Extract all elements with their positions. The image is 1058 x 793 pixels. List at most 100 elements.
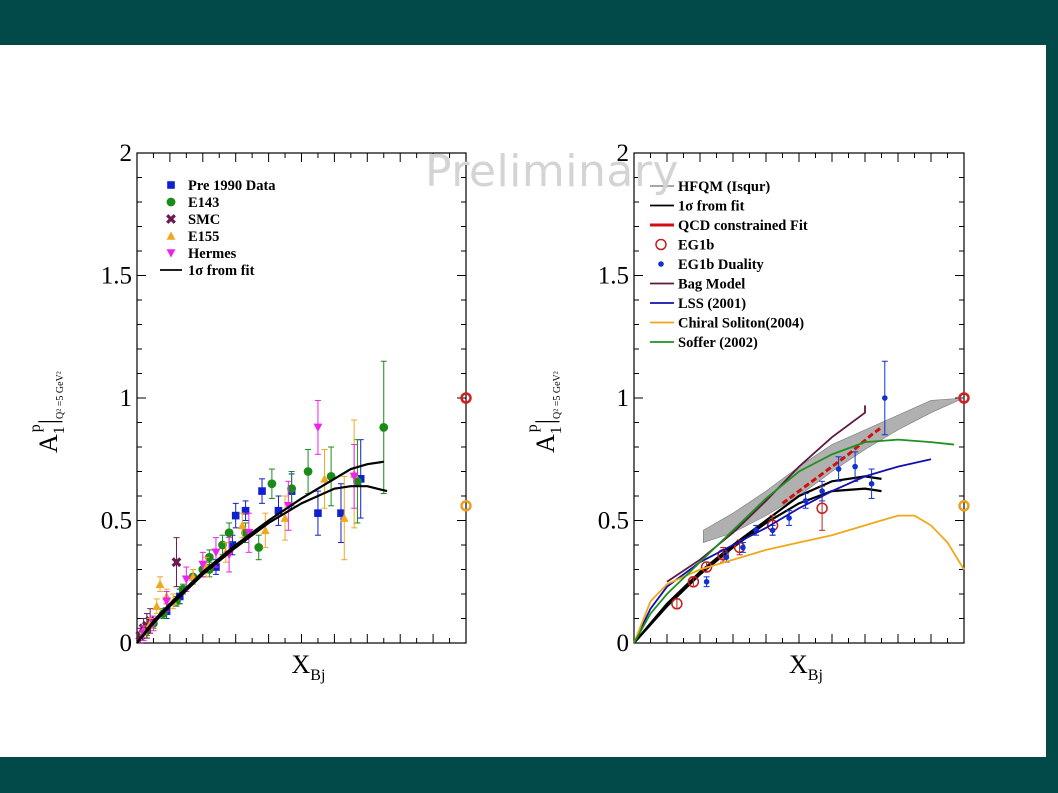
y-axis-label: A1p|Q² =5 GeV² <box>27 371 68 453</box>
data-point <box>687 576 700 588</box>
data-point <box>703 578 710 585</box>
legend-label: E155 <box>188 229 219 245</box>
legend-label: 1σ from fit <box>188 263 255 279</box>
hfqm-band <box>702 397 965 543</box>
legend-swatch <box>166 231 176 240</box>
series-soffer-2002- <box>633 438 955 644</box>
data-point <box>171 557 182 568</box>
legend-label: Chiral Soliton(2004) <box>678 316 804 332</box>
legend-label: 1σ from fit <box>678 199 745 215</box>
series-hfqm-isqur- <box>702 397 965 543</box>
series-eg1b-duality <box>703 360 888 588</box>
data-point <box>204 552 214 562</box>
svg-text:A1p|Q² =5 GeV²: A1p|Q² =5 GeV² <box>27 371 68 453</box>
slide-background <box>0 45 1046 757</box>
legend-label: E143 <box>188 195 219 211</box>
data-point <box>868 480 875 487</box>
curve-line <box>781 426 883 505</box>
legend-label: Soffer (2002) <box>678 335 758 351</box>
legend-label: Pre 1990 Data <box>188 178 276 194</box>
data-point <box>303 467 313 476</box>
data-point <box>274 506 283 515</box>
legend-swatch <box>167 181 175 189</box>
data-point <box>819 488 825 494</box>
fit-upper-line <box>633 475 882 644</box>
series-bag-model <box>666 405 866 583</box>
data-point <box>786 515 792 521</box>
series-lss-2001- <box>633 458 932 644</box>
data-point <box>339 513 349 522</box>
data-point <box>882 395 888 401</box>
data-point <box>835 466 842 472</box>
x-axis-label: XBj <box>789 650 823 684</box>
edge-marker <box>460 392 472 404</box>
data-point <box>320 474 329 483</box>
data-point <box>152 601 162 611</box>
y-tick-label: 0.5 <box>598 508 629 535</box>
fit-lower-line <box>136 485 388 644</box>
y-tick-label: 0 <box>617 630 630 657</box>
series-1-from-fit <box>633 475 882 644</box>
legend-swatch <box>166 249 176 258</box>
data-point <box>700 561 713 573</box>
legend-swatch <box>658 261 664 267</box>
legend-swatch <box>166 214 176 224</box>
data-point <box>313 423 323 432</box>
data-point <box>353 476 362 486</box>
legend-label: LSS (2001) <box>678 296 746 312</box>
x-axis-label: XBj <box>292 650 326 684</box>
edge-marker <box>460 500 472 512</box>
y-tick-label: 2 <box>120 140 133 167</box>
data-point <box>769 527 776 534</box>
data-point <box>231 511 240 520</box>
data-point <box>314 509 322 517</box>
edge-marker <box>958 500 970 512</box>
y-tick-label: 0.5 <box>101 508 132 535</box>
data-point <box>162 597 172 606</box>
legend-swatch <box>166 197 176 207</box>
legend-label: SMC <box>188 212 220 228</box>
fit-upper-line <box>136 460 384 644</box>
data-point <box>260 525 270 535</box>
data-point <box>816 502 828 514</box>
y-tick-label: 1 <box>617 385 630 412</box>
data-point <box>671 598 683 610</box>
watermark-preliminary: Preliminary <box>425 146 679 197</box>
data-point <box>258 487 266 495</box>
data-point <box>198 560 208 570</box>
legend-label: EG1b <box>678 238 714 254</box>
data-point <box>237 520 247 530</box>
data-point <box>802 498 809 504</box>
data-point <box>228 541 237 549</box>
curve-line <box>633 514 965 644</box>
legend-label: HFQM (Isqur) <box>678 179 770 195</box>
curve-line <box>633 438 955 644</box>
data-point <box>211 548 221 557</box>
series-qcd-constrained-fit <box>781 426 883 505</box>
y-tick-label: 0 <box>120 630 133 657</box>
data-point <box>852 463 858 470</box>
y-axis-label: A1p|Q² =5 GeV² <box>524 371 565 453</box>
legend-label: Bag Model <box>678 277 745 293</box>
legend-label: Hermes <box>188 246 237 262</box>
fit-lower-line <box>633 487 882 644</box>
data-point <box>254 543 264 552</box>
data-point <box>379 423 389 432</box>
chart-panel-2: 0 0.5 1 1.5 2 XBj A1p|Q² =5 GeV² HFQM (Isqur) 1σ… <box>524 140 970 684</box>
y-tick-label: 1 <box>120 385 133 412</box>
data-point <box>287 484 297 494</box>
data-point <box>337 509 345 517</box>
data-point <box>244 528 254 538</box>
data-point <box>740 544 746 551</box>
y-tick-label: 1.5 <box>598 263 629 290</box>
y-tick-label: 2 <box>617 140 630 167</box>
legend-label: QCD constrained Fit <box>678 218 808 234</box>
data-point <box>241 506 250 515</box>
edge-marker <box>958 392 970 404</box>
svg-text:A1p|Q² =5 GeV²: A1p|Q² =5 GeV² <box>524 371 565 453</box>
series-1-from-fit <box>136 460 388 644</box>
data-point <box>181 575 191 584</box>
data-point <box>349 472 359 481</box>
